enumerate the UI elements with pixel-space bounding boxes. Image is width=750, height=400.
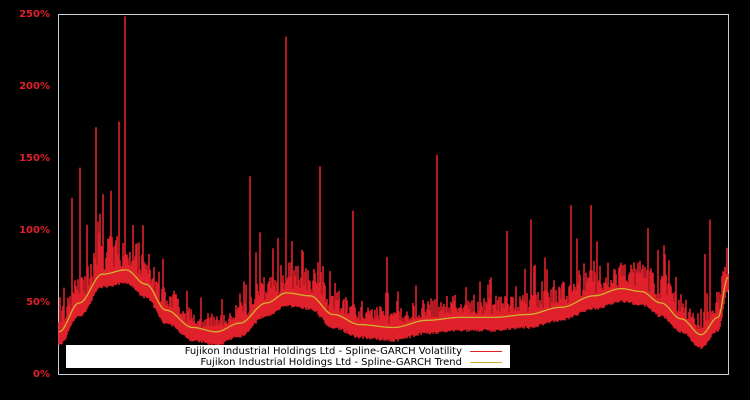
legend-item-trend: Fujikon Industrial Holdings Ltd - Spline…: [201, 357, 502, 368]
y-tick-label: 100%: [19, 225, 50, 236]
trend-series-line: [58, 269, 729, 336]
y-tick-label: 0%: [33, 369, 50, 380]
chart-legend: Fujikon Industrial Holdings Ltd - Spline…: [66, 345, 510, 368]
legend-label: Fujikon Industrial Holdings Ltd - Spline…: [184, 346, 462, 357]
legend-swatch-red-line: [470, 351, 502, 352]
y-tick-label: 150%: [19, 153, 50, 164]
y-tick-label: 200%: [19, 81, 50, 92]
legend-swatch-yellow-line: [470, 362, 502, 363]
y-tick-label: 250%: [19, 9, 50, 20]
legend-label: Fujikon Industrial Holdings Ltd - Spline…: [200, 357, 462, 368]
y-tick-label: 50%: [26, 297, 50, 308]
legend-item-volatility: Fujikon Industrial Holdings Ltd - Spline…: [185, 346, 502, 357]
